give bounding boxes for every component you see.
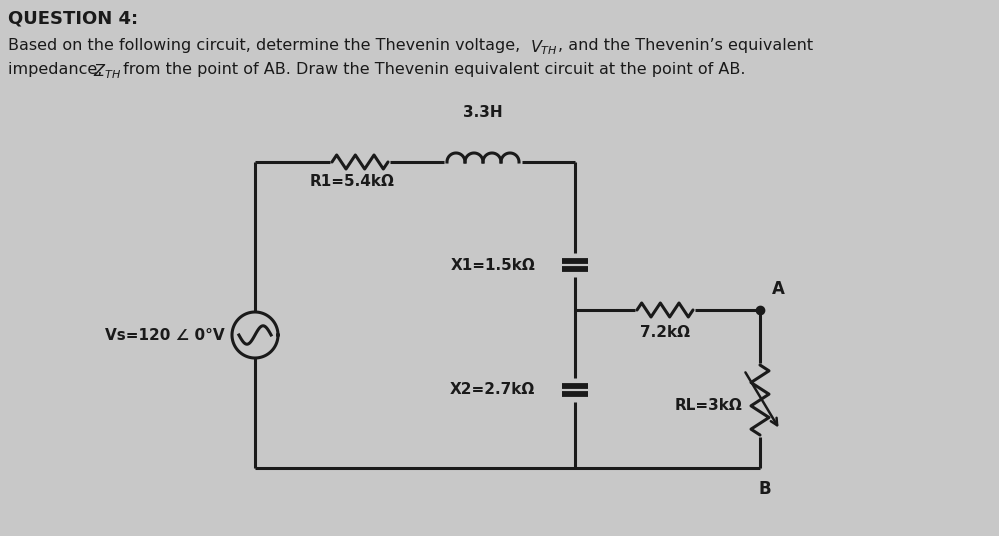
Text: R1=5.4kΩ: R1=5.4kΩ — [310, 174, 395, 189]
Text: Based on the following circuit, determine the Thevenin voltage,: Based on the following circuit, determin… — [8, 38, 525, 53]
Text: impedance,: impedance, — [8, 62, 108, 77]
Text: , and the Thevenin’s equivalent: , and the Thevenin’s equivalent — [558, 38, 813, 53]
Text: $V_{TH}$: $V_{TH}$ — [530, 38, 557, 57]
Text: 3.3H: 3.3H — [464, 105, 502, 120]
Text: Vs=120 ∠ 0°V: Vs=120 ∠ 0°V — [105, 327, 225, 343]
Text: A: A — [772, 280, 785, 298]
Text: from the point of AB. Draw the Thevenin equivalent circuit at the point of AB.: from the point of AB. Draw the Thevenin … — [118, 62, 745, 77]
Text: $Z_{TH}$: $Z_{TH}$ — [93, 62, 121, 81]
Text: RL=3kΩ: RL=3kΩ — [674, 398, 742, 413]
Text: QUESTION 4:: QUESTION 4: — [8, 10, 138, 28]
Text: X2=2.7kΩ: X2=2.7kΩ — [450, 383, 535, 398]
Text: B: B — [758, 480, 771, 498]
Text: 7.2kΩ: 7.2kΩ — [640, 325, 690, 340]
Text: X1=1.5kΩ: X1=1.5kΩ — [451, 257, 535, 272]
